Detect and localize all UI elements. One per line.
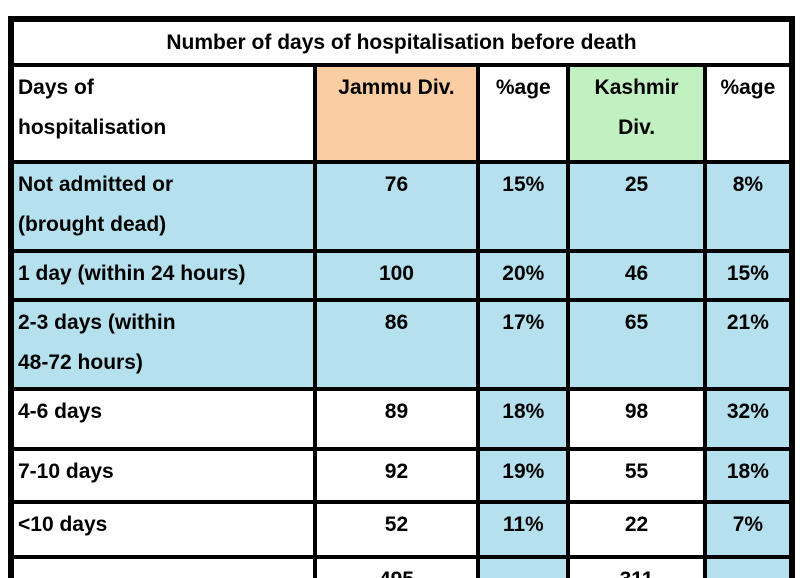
col-header-jammu-pct: %age bbox=[476, 62, 571, 164]
row-label-cell: 7-10 days bbox=[9, 446, 317, 504]
table-row-4-6-days: 4-6 days 89 18% 98 32% bbox=[9, 386, 795, 451]
total-jammu-pct-cell bbox=[476, 554, 571, 578]
kashmir-pct-cell: 18% bbox=[702, 446, 795, 504]
jammu-pct-cell: 11% bbox=[476, 499, 571, 559]
kashmir-count-cell: 22 bbox=[566, 499, 707, 559]
kashmir-pct-cell: 15% bbox=[702, 248, 795, 302]
table-row-1-day: 1 day (within 24 hours) 100 20% 46 15% bbox=[9, 248, 795, 302]
kashmir-count-cell: 46 bbox=[566, 248, 707, 302]
kashmir-count-cell: 25 bbox=[566, 159, 707, 253]
table-header-row: Days of hospitalisation Jammu Div. %age … bbox=[9, 62, 795, 164]
table-title-row: Number of days of hospitalisation before… bbox=[9, 17, 794, 67]
col-header-jammu: Jammu Div. bbox=[312, 62, 481, 164]
kashmir-pct-cell: 7% bbox=[702, 499, 795, 559]
jammu-count-cell: 52 bbox=[312, 499, 481, 559]
jammu-count-cell: 86 bbox=[312, 297, 481, 391]
jammu-pct-cell: 17% bbox=[476, 297, 571, 391]
jammu-pct-cell: 15% bbox=[476, 159, 571, 253]
jammu-count-cell: 76 bbox=[312, 159, 481, 253]
total-kashmir-pct-cell bbox=[702, 554, 795, 578]
table-title: Number of days of hospitalisation before… bbox=[9, 17, 794, 67]
table-row-7-10-days: 7-10 days 92 19% 55 18% bbox=[9, 446, 795, 504]
table-row-not-admitted: Not admitted or (brought dead) 76 15% 25… bbox=[9, 159, 795, 253]
row-label-cell: Not admitted or (brought dead) bbox=[9, 159, 317, 253]
row-label-cell: 4-6 days bbox=[9, 386, 317, 451]
kashmir-count-cell: 98 bbox=[566, 386, 707, 451]
total-kashmir-cell: 311 bbox=[566, 554, 707, 578]
jammu-count-cell: 92 bbox=[312, 446, 481, 504]
jammu-pct-cell: 19% bbox=[476, 446, 571, 504]
col-header-kashmir-pct: %age bbox=[702, 62, 795, 164]
table-total-row: 495 311 bbox=[9, 554, 795, 578]
row-label-cell: <10 days bbox=[9, 499, 317, 559]
col-header-days: Days of hospitalisation bbox=[9, 62, 317, 164]
kashmir-pct-cell: 21% bbox=[702, 297, 795, 391]
col-header-kashmir: Kashmir Div. bbox=[566, 62, 707, 164]
jammu-count-cell: 100 bbox=[312, 248, 481, 302]
jammu-pct-cell: 18% bbox=[476, 386, 571, 451]
jammu-pct-cell: 20% bbox=[476, 248, 571, 302]
kashmir-count-cell: 65 bbox=[566, 297, 707, 391]
jammu-count-cell: 89 bbox=[312, 386, 481, 451]
total-label-cell bbox=[9, 554, 317, 578]
kashmir-pct-cell: 8% bbox=[702, 159, 795, 253]
table-row-2-3-days: 2-3 days (within 48-72 hours) 86 17% 65 … bbox=[9, 297, 795, 391]
table-row-under-10-days: <10 days 52 11% 22 7% bbox=[9, 499, 795, 559]
kashmir-pct-cell: 32% bbox=[702, 386, 795, 451]
row-label-cell: 2-3 days (within 48-72 hours) bbox=[9, 297, 317, 391]
hospitalisation-table: Number of days of hospitalisation before… bbox=[8, 16, 795, 578]
kashmir-count-cell: 55 bbox=[566, 446, 707, 504]
total-jammu-cell: 495 bbox=[312, 554, 481, 578]
row-label-cell: 1 day (within 24 hours) bbox=[9, 248, 317, 302]
